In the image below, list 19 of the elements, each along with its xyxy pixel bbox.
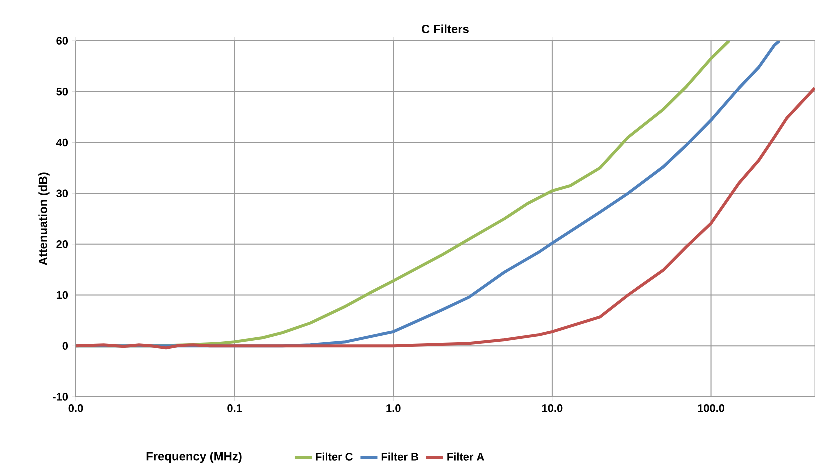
x-tick-label: 100.0 bbox=[698, 404, 725, 412]
legend-label: Filter C bbox=[316, 452, 353, 461]
y-tick-label: 40 bbox=[56, 138, 68, 147]
y-tick-label: 10 bbox=[56, 291, 68, 300]
y-tick-label: -10 bbox=[53, 393, 68, 401]
y-tick-label: 60 bbox=[56, 37, 68, 45]
x-tick-label: 10.0 bbox=[542, 404, 563, 412]
legend-label: Filter B bbox=[382, 452, 418, 461]
y-tick-label: 50 bbox=[56, 88, 68, 96]
x-axis-title: Frequency (MHz) bbox=[146, 452, 242, 464]
chart-title: C Filters bbox=[422, 24, 469, 34]
y-tick-label: 30 bbox=[56, 190, 68, 198]
legend-label: Filter A bbox=[448, 452, 484, 461]
x-tick-label: 0.0 bbox=[68, 404, 84, 412]
x-tick-label: 0.1 bbox=[228, 404, 242, 412]
y-tick-label: 20 bbox=[56, 240, 68, 248]
y-axis-title: Attenuation (dB) bbox=[38, 172, 50, 266]
y-tick-label: 0 bbox=[62, 342, 68, 350]
x-tick-label: 1.0 bbox=[386, 404, 401, 412]
